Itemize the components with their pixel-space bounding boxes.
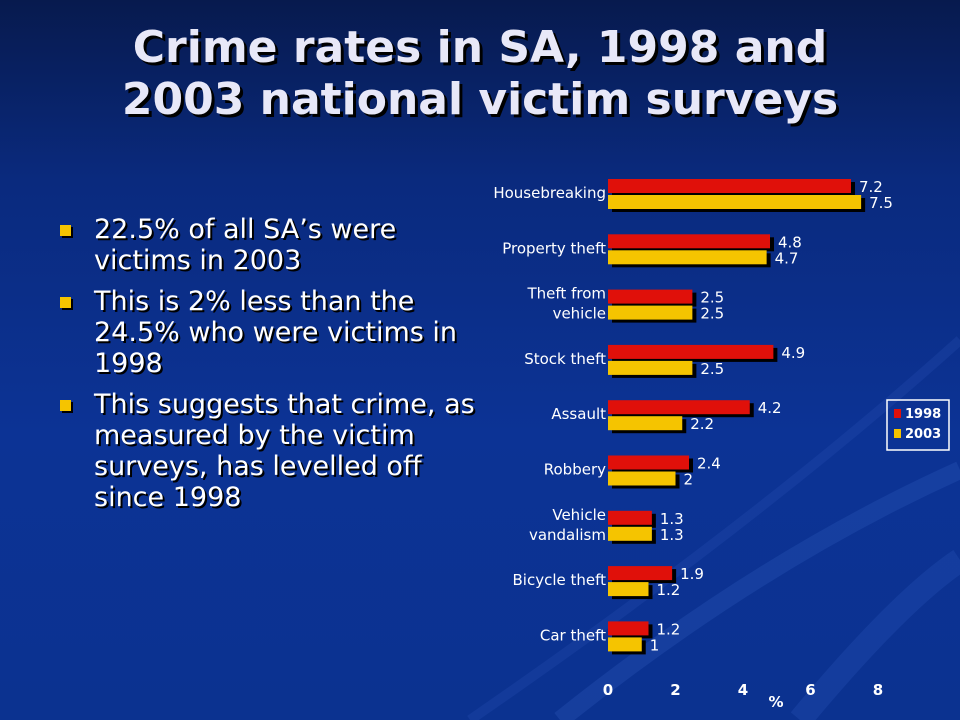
bullet-square-icon <box>60 225 71 236</box>
legend-label: 2003 <box>905 427 941 442</box>
value-label: 4.7 <box>775 249 799 267</box>
crime-rate-bar-chart: Housebreaking 7.27.5 Property theft 4.84.7 T… <box>493 178 950 711</box>
bar-2003 <box>608 526 652 541</box>
bar-1998 <box>608 289 693 304</box>
value-label: 1.9 <box>680 565 704 583</box>
value-label: 7.2 <box>859 178 883 196</box>
x-axis-label: % <box>768 693 783 711</box>
bullet-item: 22.5% of all SA’s were victims in 2003 <box>58 214 478 276</box>
category-label: vandalism <box>529 526 606 544</box>
category-label: Car theft <box>540 626 606 644</box>
legend-swatch-2003 <box>894 429 901 438</box>
bullet-text: This is 2% less than the 24.5% who were … <box>94 286 458 379</box>
bar-2003 <box>608 582 649 597</box>
value-label: 1.3 <box>660 510 684 528</box>
category-label: Bicycle theft <box>512 571 606 589</box>
bar-2003 <box>608 195 862 209</box>
category-label: Housebreaking <box>493 184 606 202</box>
value-label: 7.5 <box>869 194 893 212</box>
x-tick-label: 8 <box>873 681 883 699</box>
value-label: 4.8 <box>778 233 802 251</box>
bar-2003 <box>608 250 767 265</box>
value-label: 1.2 <box>657 620 681 638</box>
category-label: vehicle <box>553 305 606 323</box>
x-tick-label: 4 <box>738 681 748 699</box>
bullet-text: This suggests that crime, as measured by… <box>94 389 475 513</box>
value-label: 2 <box>684 471 694 489</box>
value-label: 2.4 <box>697 455 721 473</box>
value-label: 4.9 <box>781 344 805 362</box>
legend-label: 1998 <box>905 407 941 422</box>
bullet-list: 22.5% of all SA’s were victims in 2003 T… <box>58 214 478 523</box>
legend-swatch-1998 <box>894 409 901 418</box>
bar-2003 <box>608 360 693 375</box>
category-label: Theft from <box>527 285 606 303</box>
bar-1998 <box>608 455 689 470</box>
value-label: 4.2 <box>758 399 782 417</box>
slide-title-line-2: 2003 national victim surveys <box>121 74 839 125</box>
value-label: 2.5 <box>700 289 724 307</box>
bar-1998 <box>608 234 770 249</box>
bar-2003 <box>608 471 676 486</box>
value-label: 1.3 <box>660 526 684 544</box>
bar-1998 <box>608 621 649 636</box>
slide-title-line-1: Crime rates in SA, 1998 and <box>132 22 828 73</box>
category-label: Vehicle <box>552 506 606 524</box>
bar-1998 <box>608 510 652 525</box>
slide-title: Crime rates in SA, 1998 and 2003 nationa… <box>40 22 920 126</box>
category-label: Stock theft <box>524 350 606 368</box>
bar-1998 <box>608 400 750 415</box>
category-label: Robbery <box>544 461 606 479</box>
bullet-square-icon <box>60 297 71 308</box>
x-tick-label: 0 <box>603 681 613 699</box>
bar-1998 <box>608 566 673 581</box>
value-label: 1 <box>650 636 660 654</box>
bar-2003 <box>608 637 642 652</box>
x-tick-label: 6 <box>805 681 815 699</box>
value-label: 1.2 <box>657 581 681 599</box>
bar-1998 <box>608 344 774 359</box>
category-label: Assault <box>551 405 606 423</box>
value-label: 2.2 <box>690 415 714 433</box>
x-tick-label: 2 <box>670 681 680 699</box>
value-label: 2.5 <box>700 360 724 378</box>
bullet-item: This suggests that crime, as measured by… <box>58 389 478 513</box>
bullet-item: This is 2% less than the 24.5% who were … <box>58 286 478 379</box>
bar-2003 <box>608 416 683 431</box>
bar-2003 <box>608 305 693 320</box>
value-label: 2.5 <box>700 305 724 323</box>
category-label: Property theft <box>502 239 606 257</box>
bullet-square-icon <box>60 400 71 411</box>
legend-box <box>886 399 950 451</box>
bar-1998 <box>608 179 851 193</box>
bullet-text: 22.5% of all SA’s were victims in 2003 <box>94 214 397 276</box>
